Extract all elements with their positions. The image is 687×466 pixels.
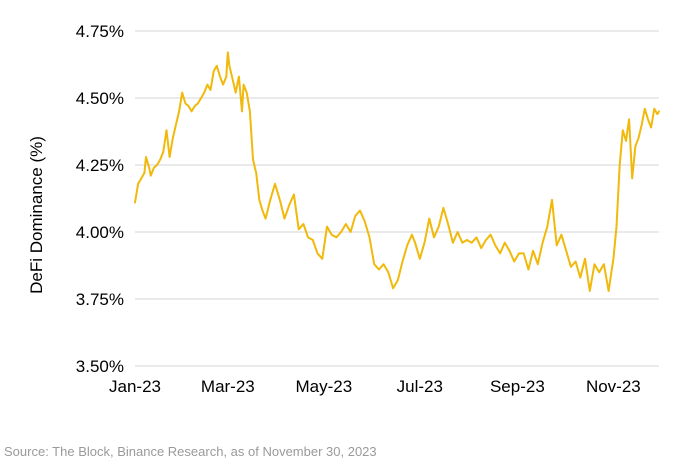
series-line (134, 51, 660, 292)
series-layer (134, 51, 660, 292)
source-note: Source: The Block, Binance Research, as … (4, 444, 377, 459)
defi-dominance-chart: 3.50% 3.75% 4.00% 4.25% 4.50% 4.75% Jan-23 Mar… (27, 22, 660, 396)
x-tick-label: Jan-23 (109, 377, 161, 396)
y-axis-title: DeFi Dominance (%) (27, 136, 46, 294)
y-tick-label: 4.25% (76, 156, 124, 175)
x-axis-ticks: Jan-23 Mar-23 May-23 Jul-23 Sep-23 Nov-23 (109, 377, 641, 396)
y-tick-label: 4.00% (76, 223, 124, 242)
x-tick-label: Sep-23 (490, 377, 545, 396)
y-tick-label: 4.50% (76, 89, 124, 108)
x-tick-label: Jul-23 (397, 377, 443, 396)
x-tick-label: Nov-23 (586, 377, 641, 396)
gridlines (135, 30, 659, 367)
x-tick-label: May-23 (295, 377, 352, 396)
y-tick-label: 4.75% (76, 22, 124, 41)
y-axis-ticks: 3.50% 3.75% 4.00% 4.25% 4.50% 4.75% (76, 22, 124, 376)
x-tick-label: Mar-23 (201, 377, 255, 396)
y-tick-label: 3.75% (76, 290, 124, 309)
y-tick-label: 3.50% (76, 357, 124, 376)
